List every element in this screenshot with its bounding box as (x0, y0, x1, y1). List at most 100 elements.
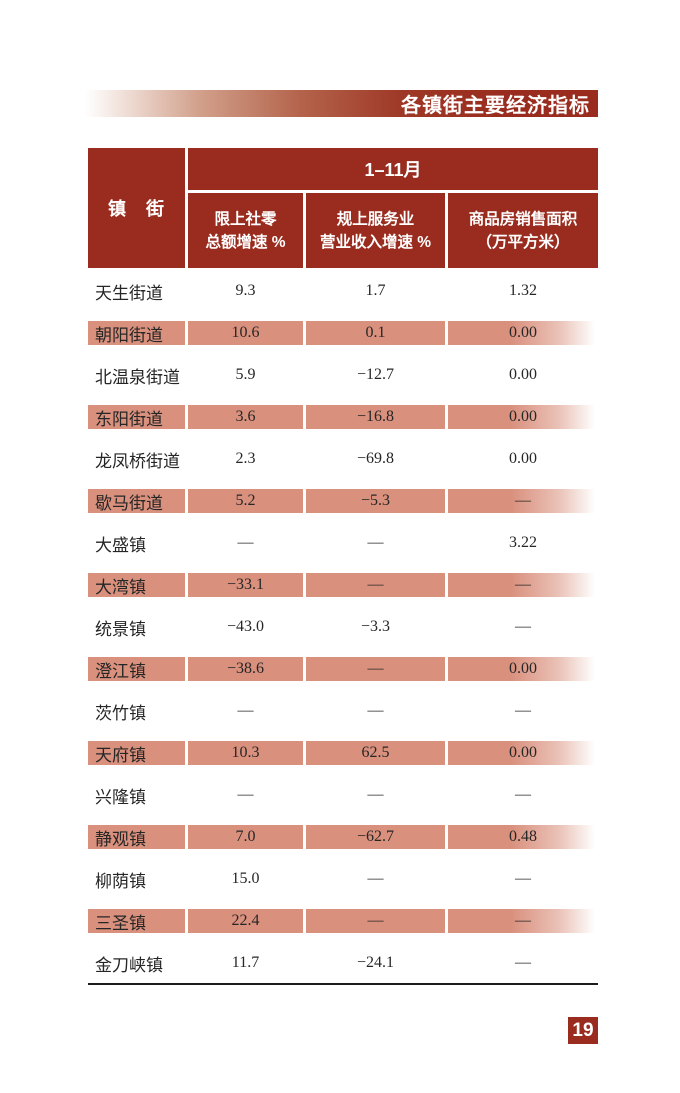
page-number: 19 (572, 1019, 594, 1041)
cell-housing-area: — (515, 618, 531, 635)
col-header-housing-area-line2: （万平方米） (476, 233, 570, 251)
table-row: 澄江镇 −38.6 — 0.00 (88, 648, 598, 690)
cell-retail-growth: 5.9 (235, 366, 256, 383)
col-header-retail-growth-line1: 限上社零 (214, 210, 277, 228)
table-row: 东阳街道 3.6 −16.8 0.00 (88, 396, 598, 438)
col-header-retail-growth-line2: 总额增速 % (205, 233, 286, 251)
cell-housing-area: 0.00 (448, 741, 598, 765)
cell-service-growth: 62.5 (306, 741, 445, 765)
table-row: 金刀峡镇 11.7 −24.1 — (88, 942, 598, 984)
cell-service-growth: — (306, 909, 445, 933)
cell-housing-area: — (515, 786, 531, 803)
cell-retail-growth: 9.3 (235, 282, 256, 299)
cell-town-name: 大湾镇 (88, 573, 185, 597)
cell-retail-growth: 3.6 (188, 405, 303, 429)
cell-town-name: 统景镇 (95, 619, 146, 639)
cell-town-name: 大盛镇 (95, 535, 146, 555)
table-row: 三圣镇 22.4 — — (88, 900, 598, 942)
cell-service-growth: −12.7 (356, 366, 395, 383)
cell-retail-growth: 10.3 (188, 741, 303, 765)
page-title: 各镇街主要经济指标 (401, 95, 590, 117)
table-bottom-border (88, 983, 598, 985)
table-row: 统景镇 −43.0 −3.3 — (88, 606, 598, 648)
cell-housing-area: 0.48 (448, 825, 598, 849)
table-body: 天生街道 9.3 1.7 1.32 朝阳街道 10.6 0.1 0.00 北温泉… (88, 270, 598, 984)
cell-housing-area: — (515, 954, 531, 971)
cell-retail-growth: — (237, 534, 254, 551)
cell-housing-area: 0.00 (448, 405, 598, 429)
cell-retail-growth: 7.0 (188, 825, 303, 849)
col-header-town: 镇 街 (88, 148, 185, 268)
table-row: 天府镇 10.3 62.5 0.00 (88, 732, 598, 774)
indicators-table: 镇 街 1–11月 限上社零 总额增速 % 规上服务业 营业收入增速 % 商品房… (88, 148, 598, 984)
table-row: 大湾镇 −33.1 — — (88, 564, 598, 606)
table-row: 静观镇 7.0 −62.7 0.48 (88, 816, 598, 858)
cell-service-growth: −3.3 (360, 618, 391, 635)
cell-town-name: 天府镇 (88, 741, 185, 765)
cell-town-name: 龙凤桥街道 (95, 451, 180, 471)
cell-town-name: 柳荫镇 (95, 871, 146, 891)
cell-town-name: 天生街道 (95, 283, 163, 303)
table-row: 朝阳街道 10.6 0.1 0.00 (88, 312, 598, 354)
cell-service-growth: −16.8 (306, 405, 445, 429)
table-row: 大盛镇 — — 3.22 (88, 522, 598, 564)
table-row: 柳荫镇 15.0 — — (88, 858, 598, 900)
col-header-retail-growth: 限上社零 总额增速 % (188, 193, 303, 268)
cell-service-growth: — (367, 534, 384, 551)
cell-retail-growth: 22.4 (188, 909, 303, 933)
cell-town-name: 金刀峡镇 (95, 955, 163, 975)
col-header-housing-area: 商品房销售面积 （万平方米） (448, 193, 598, 268)
title-bar: 各镇街主要经济指标 (85, 90, 598, 117)
cell-housing-area: 1.32 (509, 282, 537, 299)
cell-town-name: 东阳街道 (88, 405, 185, 429)
col-header-service-growth: 规上服务业 营业收入增速 % (306, 193, 445, 268)
cell-service-growth: — (306, 657, 445, 681)
table-row: 茨竹镇 — — — (88, 690, 598, 732)
cell-town-name: 静观镇 (88, 825, 185, 849)
cell-service-growth: −62.7 (306, 825, 445, 849)
cell-housing-area: 0.00 (448, 321, 598, 345)
cell-housing-area: 0.00 (448, 657, 598, 681)
col-header-housing-area-line1: 商品房销售面积 (468, 210, 578, 228)
col-header-service-growth-line1: 规上服务业 (336, 210, 415, 228)
cell-service-growth: 0.1 (306, 321, 445, 345)
cell-service-growth: −5.3 (306, 489, 445, 513)
cell-retail-growth: 11.7 (231, 954, 260, 971)
col-header-service-growth-line2: 营业收入增速 % (319, 233, 432, 251)
table-row: 兴隆镇 — — — (88, 774, 598, 816)
cell-town-name: 北温泉街道 (95, 367, 180, 387)
cell-retail-growth: — (237, 786, 254, 803)
cell-service-growth: — (367, 786, 384, 803)
cell-retail-growth: −43.0 (226, 618, 265, 635)
table-row: 龙凤桥街道 2.3 −69.8 0.00 (88, 438, 598, 480)
cell-housing-area: — (515, 870, 531, 887)
cell-service-growth: 1.7 (365, 282, 386, 299)
cell-service-growth: — (306, 573, 445, 597)
col-header-period: 1–11月 (188, 148, 598, 190)
cell-town-name: 兴隆镇 (95, 787, 146, 807)
cell-town-name: 澄江镇 (88, 657, 185, 681)
cell-housing-area: 3.22 (509, 534, 537, 551)
cell-housing-area: — (448, 573, 598, 597)
table-row: 歇马街道 5.2 −5.3 — (88, 480, 598, 522)
cell-town-name: 三圣镇 (88, 909, 185, 933)
cell-housing-area: 0.00 (509, 450, 537, 467)
cell-housing-area: — (448, 909, 598, 933)
cell-service-growth: −24.1 (356, 954, 395, 971)
cell-service-growth: — (367, 870, 384, 887)
table-row: 北温泉街道 5.9 −12.7 0.00 (88, 354, 598, 396)
cell-town-name: 歇马街道 (88, 489, 185, 513)
cell-retail-growth: −38.6 (188, 657, 303, 681)
page-number-badge: 19 (568, 1017, 598, 1044)
table-row: 天生街道 9.3 1.7 1.32 (88, 270, 598, 312)
cell-service-growth: −69.8 (356, 450, 395, 467)
cell-retail-growth: 2.3 (235, 450, 256, 467)
cell-housing-area: — (515, 702, 531, 719)
cell-service-growth: — (367, 702, 384, 719)
table-header: 镇 街 1–11月 限上社零 总额增速 % 规上服务业 营业收入增速 % 商品房… (88, 148, 598, 268)
cell-retail-growth: −33.1 (188, 573, 303, 597)
cell-housing-area: — (448, 489, 598, 513)
cell-retail-growth: — (237, 702, 254, 719)
cell-town-name: 茨竹镇 (95, 703, 146, 723)
